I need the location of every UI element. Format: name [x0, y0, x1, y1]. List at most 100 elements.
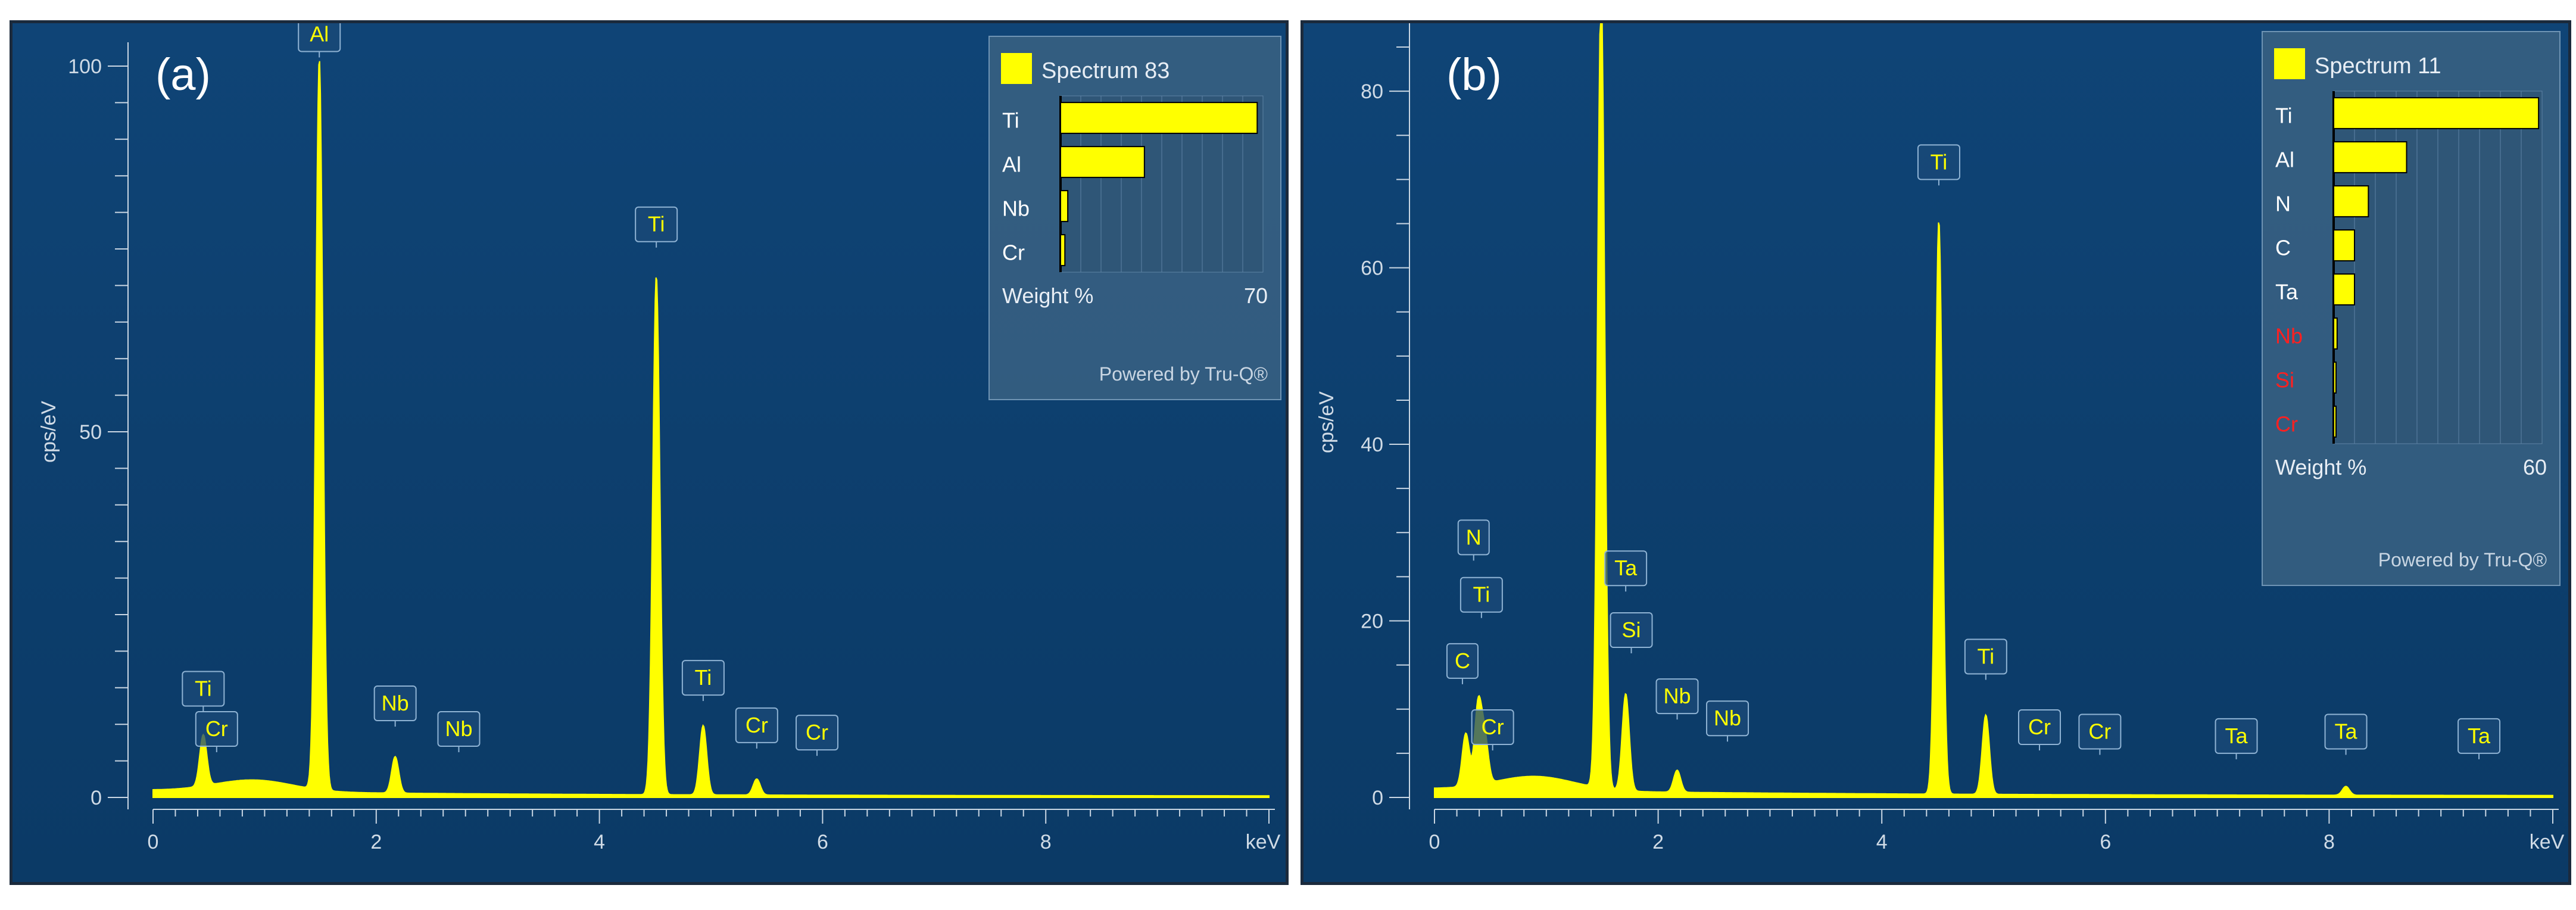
legend-item-label: Al — [1002, 152, 1021, 176]
peak-label: Ti — [182, 671, 225, 712]
peak-label-text: Ti — [1978, 644, 1995, 668]
y-tick-label: 20 — [1361, 610, 1383, 633]
legend-item-bar — [1060, 102, 1258, 134]
peak-label: Si — [1610, 612, 1653, 653]
legend-item-label: Ti — [1002, 108, 1019, 132]
legend-axis-max: 70 — [1244, 283, 1268, 308]
legend-item-bar — [2333, 273, 2355, 306]
peak-label-box — [1459, 576, 1503, 613]
peak-label-text: Ti — [695, 665, 712, 690]
peak-label-text: Cr — [746, 713, 768, 737]
spectrum-chart-a: 0 2 4 6 8 keV 0 50 100 cps/eV (a) Ti Cr Al Nb Nb Ti Ti Cr C… — [13, 23, 1286, 882]
peak-label-text: N — [1466, 525, 1482, 549]
spectrum-series — [152, 61, 1270, 798]
legend-item-label: N — [2275, 191, 2291, 216]
legend-swatch — [2274, 48, 2305, 79]
peak-label: Ti — [635, 206, 678, 248]
peak-label: Cr — [2017, 709, 2061, 751]
legend-item-label: Ta — [2275, 279, 2299, 304]
legend-item-bar — [2333, 185, 2369, 217]
legend-item-label: Cr — [1002, 240, 1025, 264]
peak-label: Ti — [1459, 576, 1503, 618]
legend-axis-max: 60 — [2523, 455, 2547, 479]
x-tick-label: 4 — [1876, 831, 1888, 853]
legend-axis-label: Weight % — [2275, 455, 2366, 479]
legend-item-bar — [2333, 229, 2355, 261]
panel-label: (a) — [155, 49, 211, 100]
peak-label: Al — [298, 23, 341, 58]
legend-footer: Powered by Tru-Q® — [1099, 363, 1268, 385]
peak-label: Nb — [1706, 700, 1749, 742]
peak-label: Ta — [2324, 713, 2368, 755]
y-tick-label: 0 — [1372, 787, 1383, 809]
x-tick-label: 0 — [1429, 831, 1440, 853]
peak-label: Nb — [373, 685, 417, 727]
peak-label-text: Cr — [1482, 715, 1504, 739]
legend-item-label: C — [2275, 235, 2291, 260]
peak-label: Nb — [437, 711, 481, 753]
x-tick-label: 2 — [1652, 831, 1664, 853]
y-tick-label: 60 — [1361, 257, 1383, 280]
peak-label: Cr — [796, 715, 839, 756]
spectrum-panel-b: 02468keV020406080cps/eV(b)CNTiCrAlTaSiNb… — [1301, 20, 2571, 885]
legend-item-label: Si — [2275, 367, 2294, 392]
legend-swatch — [1001, 53, 1032, 84]
spectrum-chart-b: 02468keV020406080cps/eV(b)CNTiCrAlTaSiNb… — [1303, 23, 2568, 882]
legend-item-label: Cr — [2275, 412, 2298, 436]
y-tick-label: 50 — [79, 421, 102, 444]
peak-label-text: Nb — [382, 691, 409, 715]
peak-label-text: Ta — [1614, 556, 1638, 580]
peak-label: C — [1446, 643, 1479, 684]
legend-item-label: Nb — [2275, 323, 2303, 348]
legend-item-bar — [1060, 234, 1066, 266]
y-axis-label: cps/eV — [38, 401, 60, 463]
legend-item-bar — [2333, 97, 2540, 129]
peak-label: Ti — [1964, 638, 2007, 680]
x-tick-label: 8 — [2324, 831, 2335, 853]
peak-label-text: Cr — [2088, 719, 2111, 743]
peak-label: Ta — [2215, 718, 2258, 759]
peak-label-text: Cr — [2028, 715, 2051, 739]
legend-item-bar — [2333, 406, 2337, 438]
peak-label: Ta — [1604, 550, 1648, 592]
panel-label: (b) — [1446, 49, 1502, 100]
legend-item-label: Al — [2275, 147, 2294, 172]
peak-label: Cr — [195, 711, 238, 753]
peak-label-text: Ti — [1473, 582, 1490, 607]
spectrum-series — [1434, 23, 2553, 798]
x-tick-label: 6 — [817, 831, 828, 853]
legend-footer: Powered by Tru-Q® — [2378, 549, 2547, 571]
y-axis-label: cps/eV — [1315, 391, 1338, 453]
legend-axis-label: Weight % — [1002, 283, 1093, 308]
legend-title: Spectrum 11 — [2315, 54, 2441, 79]
peak-label-text: Al — [310, 23, 329, 46]
x-tick-label: 0 — [148, 831, 159, 853]
peak-label-text: Ta — [2225, 724, 2248, 748]
legend-item-bar — [2333, 361, 2337, 394]
peak-label: Cr — [2078, 713, 2122, 755]
legend: Spectrum 83 Ti Al Nb Cr Weight % 70 Powered by … — [988, 36, 1281, 400]
x-tick-label: 4 — [594, 831, 605, 853]
peak-label: Ti — [681, 660, 725, 702]
y-tick-label: 40 — [1361, 434, 1383, 456]
peak-label: Nb — [1655, 678, 1699, 720]
legend-item-bar — [2333, 317, 2338, 350]
legend-item-bar — [2333, 141, 2407, 173]
peak-label-text: Ti — [1931, 149, 1948, 174]
x-tick-label: 8 — [1040, 831, 1052, 853]
y-tick-label: 0 — [91, 787, 102, 809]
peak-label: Cr — [1471, 709, 1514, 751]
peak-label-text: C — [1455, 649, 1470, 673]
peak-label-text: Nb — [1714, 706, 1741, 730]
x-axis-label: keV — [1246, 831, 1281, 853]
spectrum-panel-a: 0 2 4 6 8 keV 0 50 100 cps/eV (a) Ti Cr Al Nb Nb Ti Ti Cr C… — [10, 20, 1289, 885]
x-tick-label: 6 — [2100, 831, 2111, 853]
x-axis-label: keV — [2530, 831, 2565, 853]
peak-label-text: Ti — [195, 677, 212, 701]
peak-label-text: Si — [1622, 618, 1641, 642]
legend-item-label: Nb — [1002, 196, 1030, 220]
peak-label-text: Ti — [648, 212, 665, 236]
legend-title: Spectrum 83 — [1041, 58, 1170, 83]
peak-label-text: Nb — [1664, 684, 1691, 708]
x-tick-label: 2 — [370, 831, 382, 853]
